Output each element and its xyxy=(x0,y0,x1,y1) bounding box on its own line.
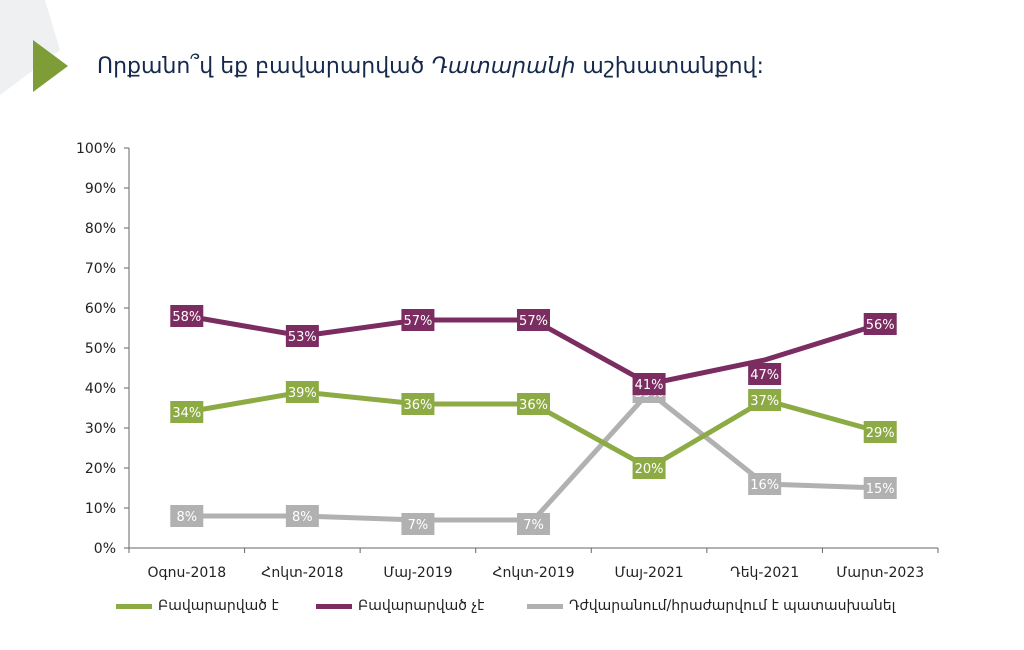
legend-label-not-satisfied: Բավարարված չէ xyxy=(358,598,485,614)
data-label: 56% xyxy=(866,318,895,333)
data-label-box xyxy=(517,309,550,331)
y-tick-label: 60% xyxy=(85,301,116,317)
page-title: Որքանո՞վ եք բավարարված Դատարանի աշխատանք… xyxy=(97,54,764,79)
data-label-box xyxy=(748,473,782,495)
y-tick-label: 100% xyxy=(76,141,116,157)
data-label: 7% xyxy=(523,518,544,533)
legend-label-satisfied: Բավարարված է xyxy=(158,598,279,614)
legend-item-satisfied: Բավարարված է xyxy=(116,594,279,618)
data-label: 57% xyxy=(403,314,432,329)
data-label-box xyxy=(285,505,319,527)
x-tick-label: Մարտ-2023 xyxy=(836,565,924,581)
data-label-box xyxy=(517,393,550,415)
x-tick-label: Հոկտ-2018 xyxy=(261,565,343,581)
y-tick-label: 80% xyxy=(85,221,116,237)
data-label: 47% xyxy=(750,368,779,383)
y-tick-label: 20% xyxy=(85,461,116,477)
triangle-icon xyxy=(33,40,68,92)
data-label-box xyxy=(401,393,435,415)
x-tick-label: Հոկտ-2019 xyxy=(492,565,574,581)
y-tick-label: 40% xyxy=(85,381,116,397)
x-tick-label: Մայ-2019 xyxy=(383,565,452,581)
corner-decoration xyxy=(0,0,70,120)
x-tick-label: Օգոս-2018 xyxy=(147,565,226,581)
data-label: 16% xyxy=(750,478,779,493)
data-label: 7% xyxy=(408,518,429,533)
title-part-2: Դատարանի xyxy=(431,54,576,79)
data-label: 41% xyxy=(635,378,664,393)
data-label: 57% xyxy=(519,314,548,329)
data-label-box xyxy=(285,381,319,403)
data-label-box xyxy=(170,305,204,327)
chart-legend: Բավարարված է Բավարարված չէ Դժվարանում/հր… xyxy=(0,594,1024,624)
data-label-box xyxy=(170,401,204,423)
data-label-box xyxy=(748,363,782,385)
data-label-box xyxy=(863,477,897,499)
data-label: 8% xyxy=(292,510,313,525)
data-label: 36% xyxy=(403,398,432,413)
data-label-box xyxy=(285,325,319,347)
data-label-box xyxy=(632,373,666,395)
data-label: 8% xyxy=(176,510,197,525)
legend-swatch-not-satisfied xyxy=(316,603,352,609)
data-label-box xyxy=(748,389,782,411)
data-label: 37% xyxy=(750,394,779,409)
data-label: 15% xyxy=(866,482,895,497)
y-tick-label: 30% xyxy=(85,421,116,437)
x-tick-label: Դեկ-2021 xyxy=(730,565,799,581)
data-label: 29% xyxy=(866,426,895,441)
legend-item-not-satisfied: Բավարարված չէ xyxy=(316,594,484,618)
legend-item-hard-to-say: Դժվարանում/հրաժարվում է պատասխանել xyxy=(527,594,895,618)
data-label: 34% xyxy=(172,406,201,421)
legend-label-hard-to-say: Դժվարանում/հրաժարվում է պատասխանել xyxy=(569,598,896,614)
data-label-box xyxy=(632,457,666,479)
line-chart: 0% 10% 20% 30% 40% 50% 60% 70% 80% 90% 100% Օգոս-20… xyxy=(76,141,939,581)
data-label-box xyxy=(170,505,204,527)
y-tick-label: 90% xyxy=(85,181,116,197)
y-tick-label: 50% xyxy=(85,341,116,357)
y-tick-label: 0% xyxy=(94,541,116,557)
legend-swatch-satisfied xyxy=(116,603,152,609)
data-label-box xyxy=(401,309,435,331)
data-label-box xyxy=(517,513,550,535)
y-tick-label: 70% xyxy=(85,261,116,277)
legend-swatch-hard-to-say xyxy=(527,603,563,609)
data-label: 20% xyxy=(635,462,664,477)
title-part-3: աշխատանքով: xyxy=(575,54,764,79)
title-part-1: Որքանո՞վ եք բավարարված xyxy=(97,54,432,79)
data-label-box xyxy=(863,421,897,443)
x-tick-label: Մայ-2021 xyxy=(614,565,683,581)
data-label: 58% xyxy=(172,310,201,325)
data-label-box xyxy=(401,513,435,535)
data-label: 36% xyxy=(519,398,548,413)
data-label-box xyxy=(863,313,897,335)
y-tick-label: 10% xyxy=(85,501,116,517)
data-label: 39% xyxy=(288,386,317,401)
data-label: 53% xyxy=(288,330,317,345)
